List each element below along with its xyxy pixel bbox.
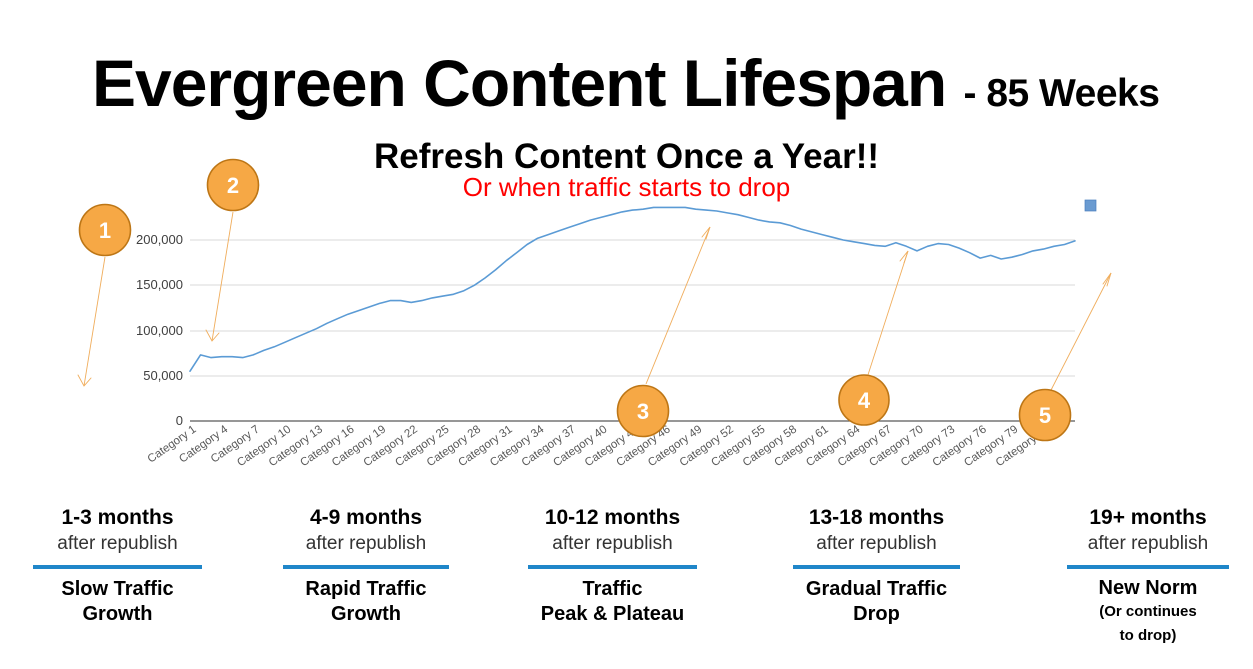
svg-text:100,000: 100,000 [136, 323, 183, 338]
svg-text:150,000: 150,000 [136, 277, 183, 292]
svg-text:1: 1 [99, 218, 111, 243]
svg-text:0: 0 [176, 413, 183, 428]
svg-text:3: 3 [637, 399, 649, 424]
svg-text:200,000: 200,000 [136, 232, 183, 247]
svg-text:4: 4 [858, 388, 871, 413]
svg-text:2: 2 [227, 173, 239, 198]
svg-text:5: 5 [1039, 403, 1051, 428]
svg-text:50,000: 50,000 [143, 368, 183, 383]
